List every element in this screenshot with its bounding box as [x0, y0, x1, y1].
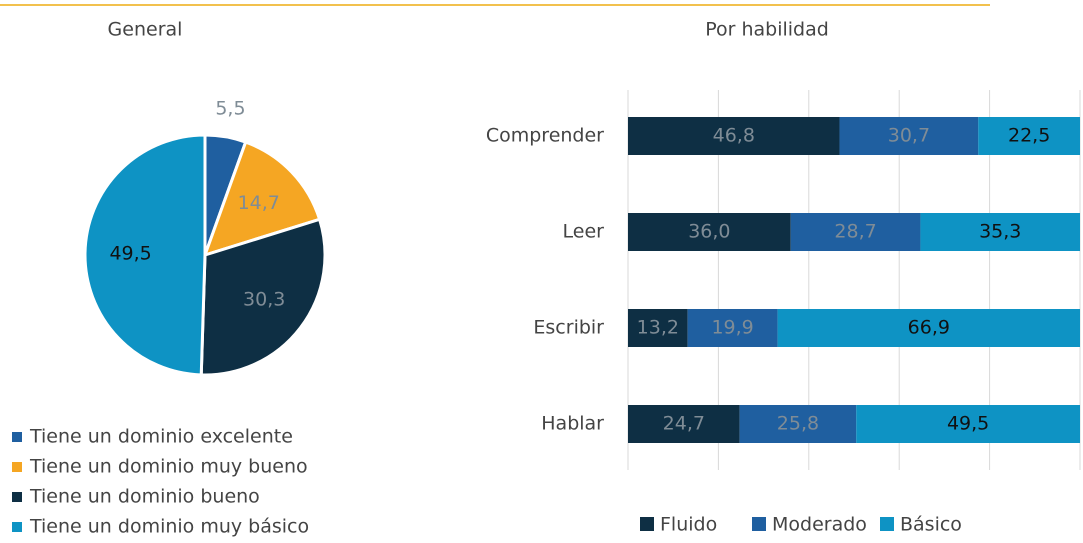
bar-label: 35,3 — [979, 221, 1021, 243]
bar-label: 24,7 — [663, 413, 705, 435]
bar-label: 66,9 — [908, 317, 950, 339]
legend-label: Tiene un dominio muy básico — [29, 516, 309, 538]
bar-label: 13,2 — [637, 317, 679, 339]
pie-slice — [199, 217, 327, 377]
legend-swatch — [12, 522, 22, 532]
y-tick-label: Leer — [563, 221, 605, 243]
slice-label: 49,5 — [109, 242, 151, 264]
y-tick-label: Hablar — [541, 413, 604, 435]
y-tick-label: Escribir — [533, 317, 604, 339]
bar-label: 49,5 — [947, 413, 989, 435]
slice-label: 5,5 — [215, 98, 245, 120]
legend-label: Fluido — [660, 514, 717, 536]
bar-segment — [920, 213, 1080, 251]
chart-title: General — [108, 19, 183, 41]
bar-segment — [839, 117, 979, 155]
chart-title: Por habilidad — [705, 19, 829, 41]
legend-swatch — [752, 517, 766, 531]
legend-swatch — [12, 492, 22, 502]
bar-segment — [856, 405, 1080, 443]
bar-segment — [790, 213, 921, 251]
legend-label: Básico — [900, 514, 962, 536]
legend-swatch — [640, 517, 654, 531]
bar-label: 25,8 — [777, 413, 819, 435]
bar-label: 36,0 — [688, 221, 730, 243]
slice-label: 14,7 — [238, 192, 280, 214]
bar-label: 28,7 — [834, 221, 876, 243]
bar-label: 46,8 — [713, 125, 755, 147]
legend-label: Tiene un dominio excelente — [29, 426, 293, 448]
legend-label: Tiene un dominio muy bueno — [29, 456, 308, 478]
bar-label: 19,9 — [711, 317, 753, 339]
legend-label: Moderado — [772, 514, 867, 536]
bar-segment — [628, 405, 740, 443]
y-tick-label: Comprender — [486, 125, 604, 147]
pie-slice — [83, 133, 207, 377]
bar-segment — [687, 309, 778, 347]
bar-segment — [628, 213, 791, 251]
bar-segment — [739, 405, 857, 443]
bar-segment — [628, 117, 840, 155]
bar-segment — [628, 309, 688, 347]
bar-label: 22,5 — [1008, 125, 1050, 147]
slice-label: 30,3 — [243, 289, 285, 311]
bar-segment — [978, 117, 1080, 155]
legend-swatch — [12, 462, 22, 472]
bar-segment — [777, 309, 1080, 347]
legend-swatch — [880, 517, 894, 531]
legend-swatch — [12, 432, 22, 442]
bar-label: 30,7 — [888, 125, 930, 147]
legend-label: Tiene un dominio bueno — [29, 486, 260, 508]
